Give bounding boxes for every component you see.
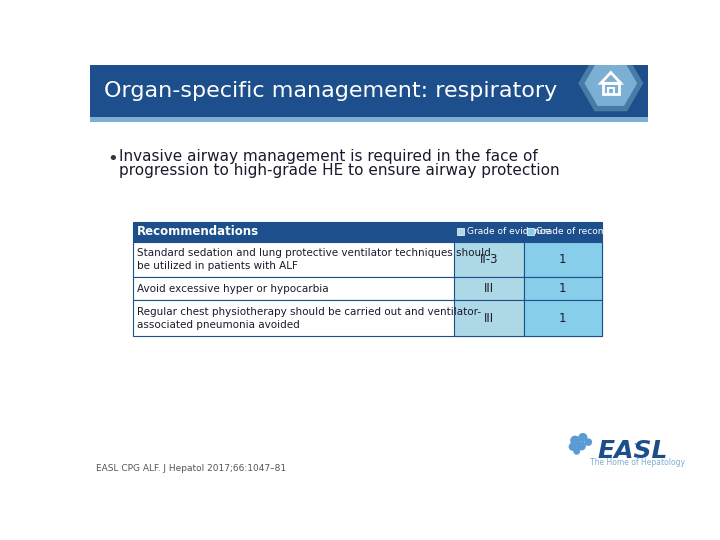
Text: III: III (484, 282, 494, 295)
FancyBboxPatch shape (132, 222, 601, 242)
Text: Avoid excessive hyper or hypocarbia: Avoid excessive hyper or hypocarbia (138, 284, 329, 294)
FancyBboxPatch shape (132, 300, 601, 336)
FancyBboxPatch shape (524, 300, 601, 336)
Text: Regular chest physiotherapy should be carried out and ventilator-: Regular chest physiotherapy should be ca… (138, 307, 482, 316)
Text: 1: 1 (559, 282, 567, 295)
Circle shape (571, 436, 580, 445)
Circle shape (570, 443, 576, 450)
FancyBboxPatch shape (524, 242, 601, 278)
FancyBboxPatch shape (90, 117, 648, 122)
Text: Standard sedation and lung protective ventilator techniques should: Standard sedation and lung protective ve… (138, 248, 491, 258)
Polygon shape (578, 55, 644, 111)
FancyBboxPatch shape (132, 278, 601, 300)
Text: associated pneumonia avoided: associated pneumonia avoided (138, 320, 300, 329)
Text: The Home of Hepatology: The Home of Hepatology (590, 457, 685, 467)
Text: Organ-specific management: respiratory: Organ-specific management: respiratory (104, 81, 557, 101)
Circle shape (579, 434, 587, 441)
FancyBboxPatch shape (454, 242, 524, 278)
FancyBboxPatch shape (132, 242, 601, 278)
Text: 1: 1 (559, 312, 567, 325)
Polygon shape (585, 60, 637, 106)
Circle shape (585, 439, 591, 445)
Text: Grade of recommendation: Grade of recommendation (536, 227, 656, 237)
Text: III: III (484, 312, 494, 325)
FancyBboxPatch shape (454, 300, 524, 336)
FancyBboxPatch shape (457, 228, 464, 235)
FancyBboxPatch shape (524, 278, 601, 300)
FancyBboxPatch shape (90, 65, 648, 117)
Text: Invasive airway management is required in the face of: Invasive airway management is required i… (120, 150, 539, 165)
Text: •: • (107, 150, 118, 167)
Text: EASL: EASL (598, 440, 668, 463)
Text: Grade of evidence: Grade of evidence (467, 227, 550, 237)
FancyBboxPatch shape (527, 228, 534, 235)
Circle shape (577, 442, 585, 450)
FancyBboxPatch shape (454, 278, 524, 300)
Text: Recommendations: Recommendations (138, 225, 259, 238)
Text: be utilized in patients with ALF: be utilized in patients with ALF (138, 261, 298, 271)
Text: II-3: II-3 (480, 253, 498, 266)
Text: ™: ™ (632, 442, 641, 451)
Text: 1: 1 (559, 253, 567, 266)
Text: progression to high-grade HE to ensure airway protection: progression to high-grade HE to ensure a… (120, 164, 560, 178)
Text: EASL CPG ALF. J Hepatol 2017;66:1047–81: EASL CPG ALF. J Hepatol 2017;66:1047–81 (96, 464, 287, 473)
Circle shape (574, 449, 580, 454)
